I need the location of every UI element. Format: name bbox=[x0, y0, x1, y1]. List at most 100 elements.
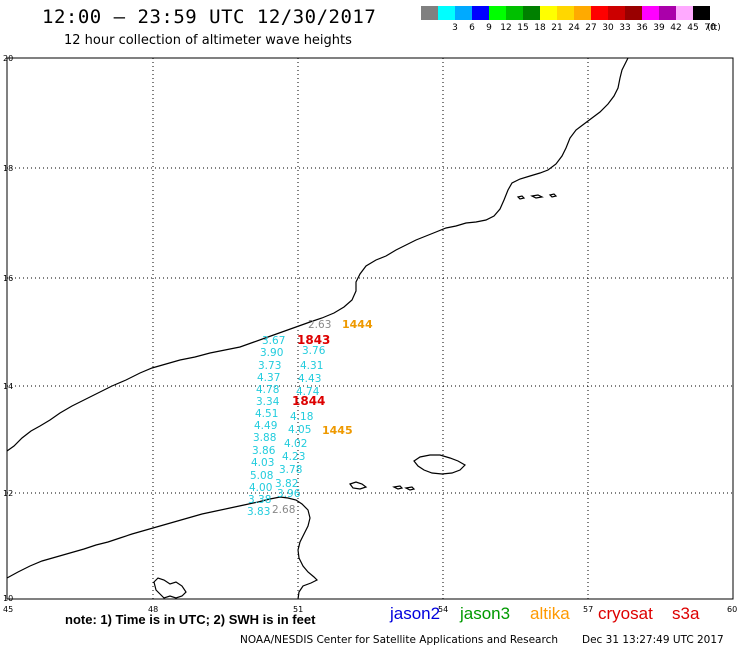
lat-label: 20 bbox=[3, 54, 13, 63]
legend-label: 12 bbox=[500, 23, 512, 33]
legend-swatch bbox=[676, 6, 693, 20]
swh-value: 3.90 bbox=[260, 347, 283, 359]
legend-swatch bbox=[608, 6, 625, 20]
coastline-somalia bbox=[6, 496, 319, 600]
legend-swatch bbox=[642, 6, 659, 20]
swh-value: 3.67 bbox=[262, 335, 285, 347]
island-abd-al-kuri bbox=[349, 481, 368, 490]
lat-label: 16 bbox=[3, 274, 13, 283]
lat-label: 18 bbox=[3, 164, 13, 173]
lon-label: 45 bbox=[3, 605, 13, 614]
lon-label: 54 bbox=[438, 605, 448, 614]
legend-swatch bbox=[540, 6, 557, 20]
swh-value: 3.76 bbox=[302, 345, 326, 357]
legend-swatch bbox=[506, 6, 523, 20]
swh-value: 3.38 bbox=[248, 494, 271, 506]
satellite-s3a: s3a bbox=[672, 604, 700, 623]
legend-label: 27 bbox=[585, 23, 597, 33]
legend-swatch bbox=[489, 6, 506, 20]
swh-value: 4.31 bbox=[300, 360, 323, 372]
legend-label: 33 bbox=[619, 23, 631, 33]
satellite-jason2: jason2 bbox=[390, 604, 441, 623]
swh-value: 4.00 bbox=[249, 482, 272, 494]
pass-time: 1843 bbox=[297, 333, 330, 347]
satellite-altika: altika bbox=[530, 604, 570, 623]
legend-label: 3 bbox=[452, 23, 458, 33]
lon-label: 48 bbox=[148, 605, 158, 614]
swh-value: 3.78 bbox=[279, 464, 302, 476]
swh-value: 4.02 bbox=[284, 438, 307, 450]
legend-swatch bbox=[455, 6, 472, 20]
legend-label: 15 bbox=[517, 23, 529, 33]
legend-label: 30 bbox=[602, 23, 614, 33]
swh-value: 3.83 bbox=[247, 506, 270, 518]
footer-note: note: 1) Time is in UTC; 2) SWH is in fe… bbox=[65, 612, 316, 627]
swh-value: 3.34 bbox=[256, 396, 280, 408]
swh-value: 4.49 bbox=[254, 420, 277, 432]
satellite-jason3: jason3 bbox=[460, 604, 511, 623]
pass-time: 1445 bbox=[322, 424, 353, 437]
pass-time: 1444 bbox=[342, 318, 373, 331]
legend-swatch bbox=[625, 6, 642, 20]
swh-value: 4.43 bbox=[298, 373, 321, 385]
altimeter-tracks: 3.673.903.734.374.783.344.514.493.883.86… bbox=[247, 318, 373, 518]
islands-kuria-muria bbox=[516, 193, 558, 200]
swh-value: 4.18 bbox=[290, 411, 313, 423]
coastline-arabia bbox=[6, 57, 629, 452]
satellite-cryosat: cryosat bbox=[598, 604, 653, 623]
graticule bbox=[7, 58, 733, 599]
legend-swatch bbox=[472, 6, 489, 20]
legend-swatch bbox=[438, 6, 455, 20]
legend-label: 42 bbox=[670, 23, 682, 33]
legend-swatch bbox=[591, 6, 608, 20]
legend-label: 18 bbox=[534, 23, 546, 33]
lon-label: 51 bbox=[293, 605, 303, 614]
axis-labels: 20 18 16 14 12 10 45 48 51 54 57 60 bbox=[3, 54, 737, 614]
swh-value: 5.08 bbox=[250, 470, 273, 482]
swh-value: 4.74 bbox=[296, 386, 320, 398]
color-legend: 3 6 9 12 15 18 21 24 27 30 33 36 39 42 45 70 (ft) bbox=[421, 6, 721, 33]
island-socotra bbox=[413, 454, 466, 475]
legend-swatch bbox=[693, 6, 710, 20]
legend-label: 9 bbox=[486, 23, 492, 33]
island-brothers bbox=[392, 485, 416, 491]
legend-label: 21 bbox=[551, 23, 563, 33]
pass-time: 1844 bbox=[292, 394, 325, 408]
swh-value: 4.78 bbox=[256, 384, 279, 396]
swh-value: 3.86 bbox=[252, 445, 276, 457]
lat-label: 12 bbox=[3, 489, 13, 498]
legend-labels: 3 6 9 12 15 18 21 24 27 30 33 36 39 42 45 70 (ft) bbox=[421, 23, 740, 37]
legend-swatch bbox=[421, 6, 438, 20]
legend-label: 45 bbox=[687, 23, 699, 33]
legend-swatch bbox=[557, 6, 574, 20]
legend-label: 24 bbox=[568, 23, 580, 33]
swh-value: 3.96 bbox=[277, 488, 301, 500]
swh-value: 2.63 bbox=[308, 319, 331, 331]
swh-value: 4.03 bbox=[251, 457, 274, 469]
swh-value: 4.05 bbox=[288, 424, 311, 436]
lat-label: 10 bbox=[3, 594, 13, 603]
legend-swatch bbox=[659, 6, 676, 20]
swh-value: 3.73 bbox=[258, 360, 281, 372]
legend-swatch bbox=[523, 6, 540, 20]
map-title: 12:00 — 23:59 UTC 12/30/2017 bbox=[42, 6, 377, 28]
legend-swatches bbox=[421, 6, 710, 20]
map-frame bbox=[6, 57, 734, 600]
legend-label: 36 bbox=[636, 23, 648, 33]
swh-value: 2.68 bbox=[272, 504, 295, 516]
lat-label: 14 bbox=[3, 382, 13, 391]
timestamp: Dec 31 13:27:49 UTC 2017 bbox=[582, 634, 724, 646]
legend-label: 39 bbox=[653, 23, 665, 33]
map-subtitle: 12 hour collection of altimeter wave hei… bbox=[64, 33, 352, 48]
swh-value: 3.82 bbox=[275, 478, 298, 490]
legend-label: 6 bbox=[469, 23, 475, 33]
coastal-feature bbox=[153, 577, 187, 599]
legend-unit: (ft) bbox=[707, 23, 721, 33]
lon-label: 60 bbox=[727, 605, 737, 614]
legend-swatch bbox=[574, 6, 591, 20]
legend-label: 70 bbox=[704, 23, 716, 33]
swh-value: 4.23 bbox=[282, 451, 305, 463]
swh-value: 4.51 bbox=[255, 408, 278, 420]
swh-value: 3.88 bbox=[253, 432, 276, 444]
